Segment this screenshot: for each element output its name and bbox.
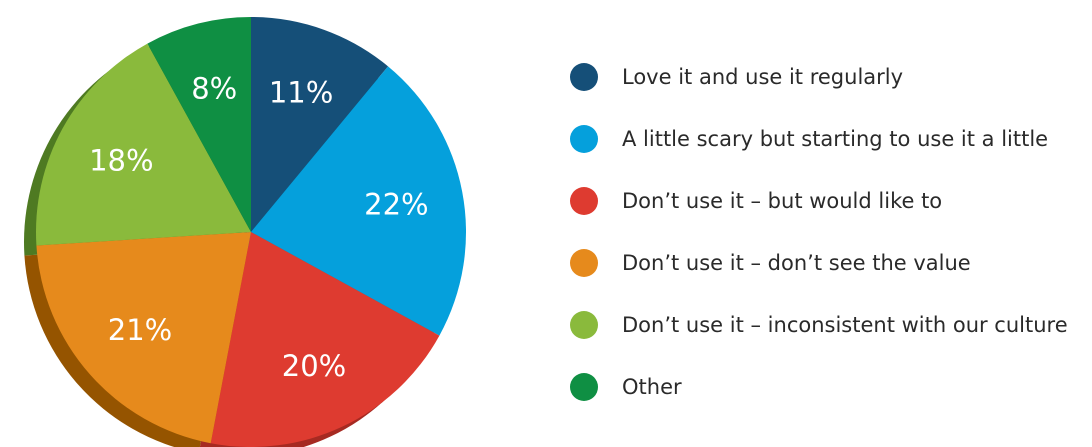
pie-slice-label-4: 21% — [108, 313, 172, 347]
legend-swatch-6 — [570, 373, 598, 401]
pie-slice-2 — [251, 66, 467, 336]
legend-swatch-2 — [570, 125, 598, 153]
pie-slice-3 — [210, 232, 440, 447]
legend-swatch-1 — [570, 63, 598, 91]
pie-slice-label-5: 18% — [89, 144, 153, 178]
legend-swatch-3 — [570, 187, 598, 215]
legend-item-4: Don’t use it – don’t see the value — [570, 249, 971, 277]
pie-slice-label-1: 11% — [269, 76, 333, 110]
legend-label-4: Don’t use it – don’t see the value — [622, 251, 971, 275]
legend-label-6: Other — [622, 375, 682, 399]
pie-slice-4 — [36, 232, 251, 444]
pie-slice-5 — [35, 43, 251, 246]
pie-slice-label-2: 22% — [364, 187, 428, 221]
legend-item-3: Don’t use it – but would like to — [570, 187, 942, 215]
legend-label-2: A little scary but starting to use it a … — [622, 127, 1048, 151]
legend-swatch-5 — [570, 311, 598, 339]
legend-label-1: Love it and use it regularly — [622, 65, 903, 89]
pie-slice-labels: 11% 22% 20% 21% 18% 8% — [89, 72, 429, 383]
legend: Love it and use it regularly A little sca… — [570, 63, 1068, 401]
legend-swatch-4 — [570, 249, 598, 277]
legend-item-5: Don’t use it – inconsistent with our cul… — [570, 311, 1068, 339]
legend-item-1: Love it and use it regularly — [570, 63, 903, 91]
legend-item-6: Other — [570, 373, 682, 401]
pie-slice-label-6: 8% — [191, 72, 237, 106]
legend-label-3: Don’t use it – but would like to — [622, 189, 942, 213]
pie-slices — [35, 16, 467, 447]
pie-slice-label-3: 20% — [282, 349, 346, 383]
legend-item-2: A little scary but starting to use it a … — [570, 125, 1048, 153]
pie-slice-1 — [251, 16, 389, 232]
pie-slice-6 — [147, 16, 251, 232]
legend-label-5: Don’t use it – inconsistent with our cul… — [622, 313, 1068, 337]
